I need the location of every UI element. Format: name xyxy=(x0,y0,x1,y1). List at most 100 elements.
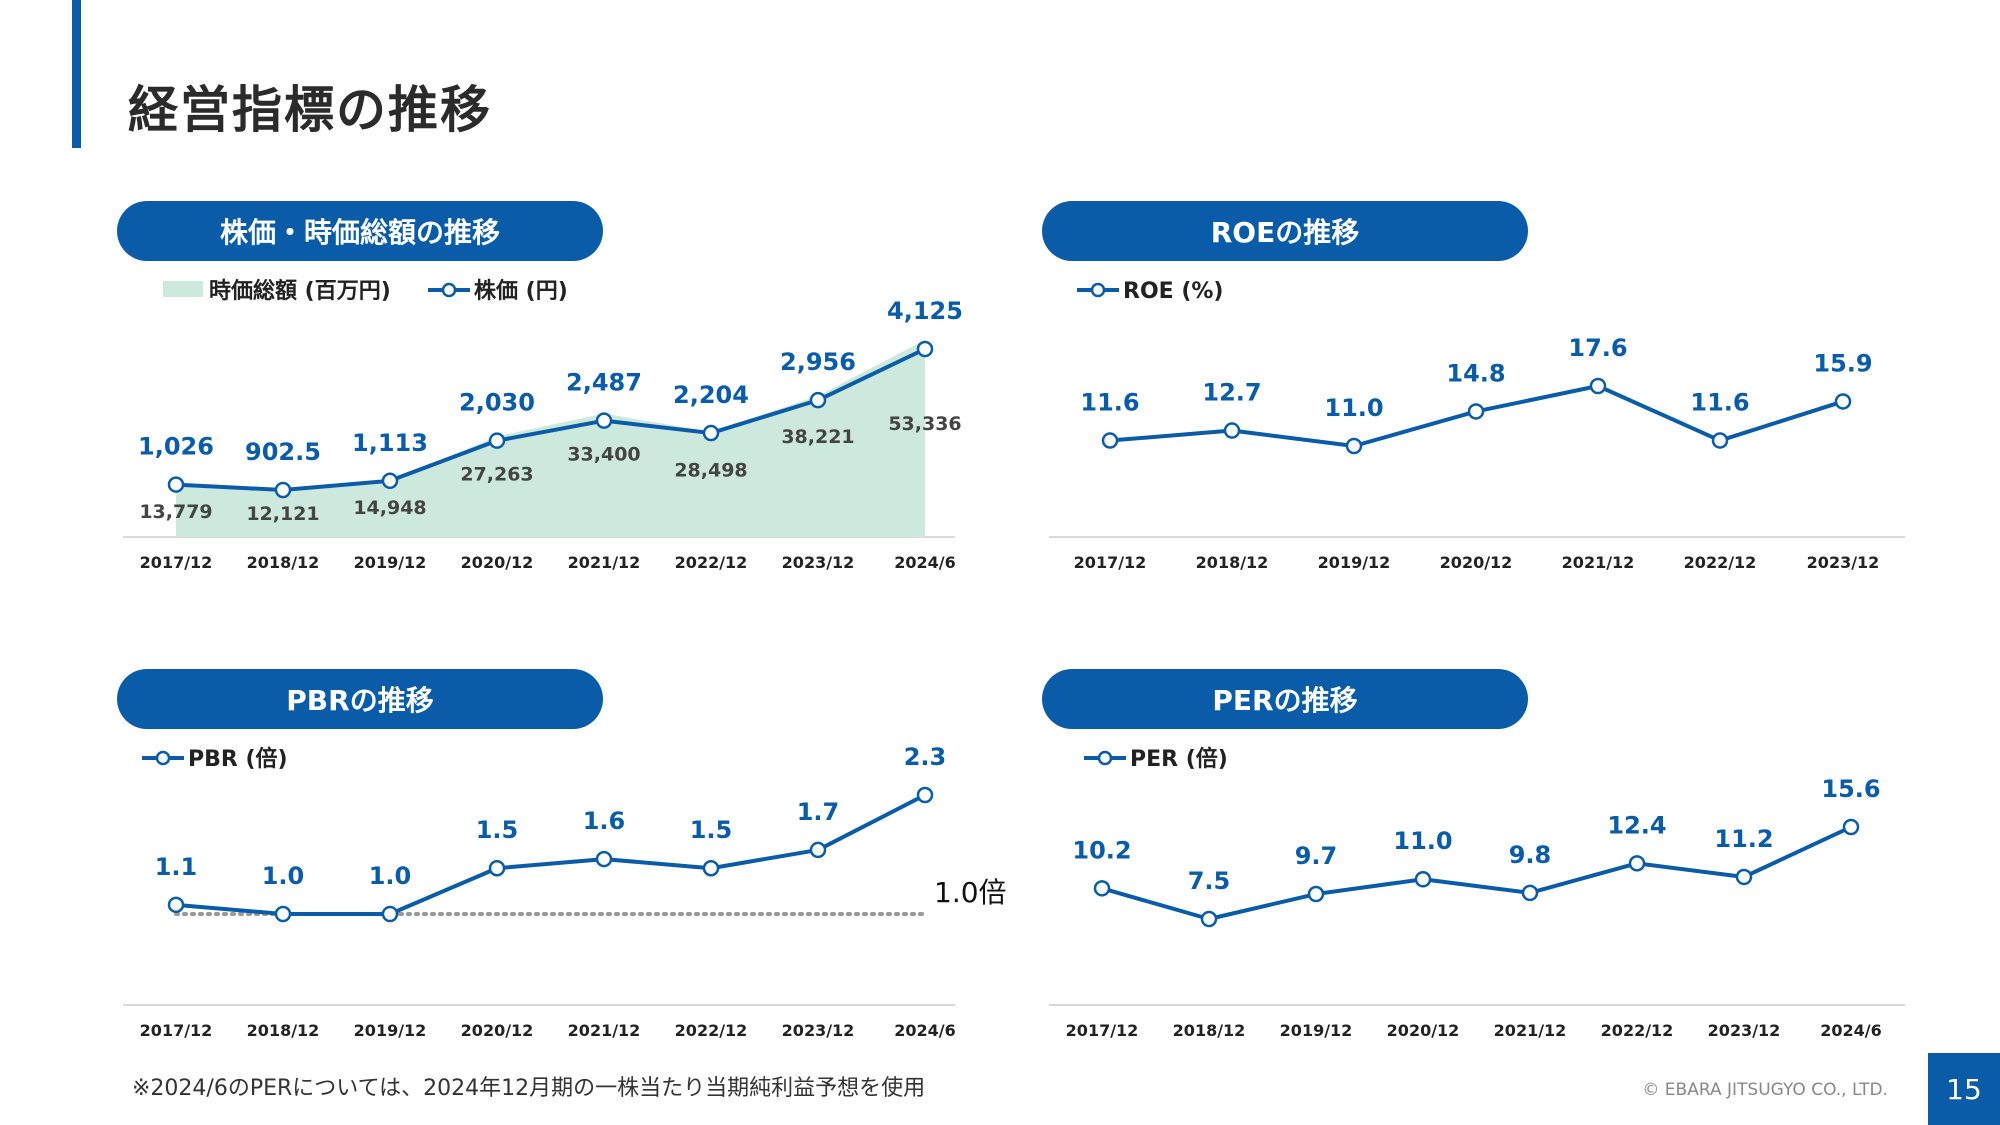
per-data-label: 12.4 xyxy=(1607,811,1666,839)
panel-title-pbr: PBRの推移 xyxy=(117,669,603,729)
stock-data-label: 902.5 xyxy=(245,438,321,466)
pbr-tick-label: 2017/12 xyxy=(140,1021,213,1040)
stock-data-point xyxy=(916,340,934,358)
roe-tick-label: 2021/12 xyxy=(1562,553,1635,572)
pbr-tick-label: 2018/12 xyxy=(247,1021,320,1040)
per-tick-label: 2021/12 xyxy=(1494,1021,1567,1040)
roe-legend-label: ROE (%) xyxy=(1123,279,1223,304)
pbr-data-point xyxy=(274,905,292,923)
per-data-point xyxy=(1414,870,1432,888)
roe-legend-marker xyxy=(1090,282,1106,298)
stock-tick-label: 2024/6 xyxy=(894,553,956,572)
pbr-line-series xyxy=(175,793,926,916)
stock-data-point xyxy=(702,424,720,442)
pbr-data-label: 1.5 xyxy=(476,816,519,844)
panel-title-per: PERの推移 xyxy=(1042,669,1528,729)
per-tick-label: 2017/12 xyxy=(1066,1021,1139,1040)
roe-tick-label: 2020/12 xyxy=(1440,553,1513,572)
pbr-data-point xyxy=(488,859,506,877)
pbr-data-point xyxy=(381,905,399,923)
stock-area-data-label: 53,336 xyxy=(888,413,961,435)
stock-legend-label: 株価 (円) xyxy=(474,279,568,304)
per-legend-marker xyxy=(1097,750,1113,766)
per-data-point xyxy=(1200,910,1218,928)
per-data-label: 10.2 xyxy=(1072,836,1131,864)
per-data-point xyxy=(1735,868,1753,886)
pbr-reference-label: 1.0倍 xyxy=(934,876,1007,909)
stock-tick-label: 2019/12 xyxy=(354,553,427,572)
per-data-point xyxy=(1307,885,1325,903)
footnote: ※2024/6のPERについては、2024年12月期の一株当たり当期純利益予想を… xyxy=(132,1076,926,1101)
roe-data-label: 11.6 xyxy=(1690,389,1749,417)
per-data-label: 11.2 xyxy=(1714,825,1773,853)
roe-data-point xyxy=(1834,393,1852,410)
per-tick-label: 2024/6 xyxy=(1820,1021,1882,1040)
pbr-tick-label: 2023/12 xyxy=(782,1021,855,1040)
per-tick-label: 2022/12 xyxy=(1601,1021,1674,1040)
roe-data-point xyxy=(1467,403,1485,420)
stock-legend-label: 時価総額 (百万円) xyxy=(209,278,391,304)
page-title: 経営指標の推移 xyxy=(128,81,492,139)
panel-title-stock: 株価・時価総額の推移 xyxy=(117,201,603,261)
pbr-data-point xyxy=(916,786,934,804)
roe-data-point xyxy=(1711,432,1729,449)
pbr-data-point xyxy=(702,859,720,877)
stock-tick-label: 2018/12 xyxy=(247,553,320,572)
stock-tick-label: 2021/12 xyxy=(568,553,641,572)
roe-data-label: 17.6 xyxy=(1568,334,1627,362)
roe-tick-label: 2017/12 xyxy=(1074,553,1147,572)
stock-area-data-label: 38,221 xyxy=(781,426,854,448)
stock-area-series xyxy=(176,340,925,537)
stock-data-point xyxy=(381,472,399,490)
pbr-data-label: 1.0 xyxy=(369,862,412,890)
roe-tick-label: 2022/12 xyxy=(1684,553,1757,572)
roe-data-label: 11.6 xyxy=(1080,389,1139,417)
stock-area-data-label: 12,121 xyxy=(246,503,319,525)
pbr-data-label: 1.5 xyxy=(690,816,733,844)
stock-data-label: 1,026 xyxy=(138,433,214,461)
stock-data-label: 1,113 xyxy=(352,429,428,457)
stock-tick-label: 2020/12 xyxy=(461,553,534,572)
roe-data-point xyxy=(1589,377,1607,395)
pbr-data-point xyxy=(809,841,827,859)
pbr-data-label: 1.0 xyxy=(262,862,305,890)
per-data-label: 11.0 xyxy=(1393,827,1452,855)
panel-title-roe: ROEの推移 xyxy=(1042,201,1528,261)
per-data-label: 15.6 xyxy=(1821,775,1880,803)
per-legend-label: PER (倍) xyxy=(1130,746,1228,772)
stock-line-series xyxy=(175,347,926,492)
pbr-legend-label: PBR (倍) xyxy=(188,746,288,772)
stock-data-label: 2,956 xyxy=(780,348,856,376)
per-line-series xyxy=(1101,825,1852,921)
stock-data-label: 2,204 xyxy=(673,381,749,409)
stock-data-label: 2,487 xyxy=(566,369,642,397)
roe-data-label: 15.9 xyxy=(1813,349,1872,377)
per-data-point xyxy=(1093,880,1111,897)
stock-area-data-label: 13,779 xyxy=(139,501,212,523)
stock-area-data-label: 14,948 xyxy=(353,497,426,519)
page-number: 15 xyxy=(1928,1053,2000,1125)
per-data-label: 9.8 xyxy=(1509,841,1552,869)
stock-data-point xyxy=(595,412,613,429)
pbr-legend-marker xyxy=(155,750,171,766)
per-data-point xyxy=(1628,855,1646,872)
stock-data-label: 4,125 xyxy=(887,297,963,325)
roe-data-label: 11.0 xyxy=(1324,394,1383,422)
stock-data-point xyxy=(274,481,292,499)
per-data-label: 9.7 xyxy=(1295,842,1338,870)
stock-tick-label: 2022/12 xyxy=(675,553,748,572)
stock-area-data-label: 27,263 xyxy=(460,463,533,485)
stock-data-label: 2,030 xyxy=(459,389,535,417)
stock-tick-label: 2023/12 xyxy=(782,553,855,572)
pbr-data-label: 1.6 xyxy=(583,807,626,835)
roe-tick-label: 2019/12 xyxy=(1318,553,1391,572)
per-data-point xyxy=(1842,818,1860,836)
per-tick-label: 2023/12 xyxy=(1708,1021,1781,1040)
stock-legend-marker xyxy=(441,282,457,298)
per-tick-label: 2020/12 xyxy=(1387,1021,1460,1040)
roe-data-point xyxy=(1223,422,1241,439)
stock-data-point xyxy=(809,391,827,409)
stock-area-data-label: 28,498 xyxy=(674,460,747,482)
pbr-tick-label: 2020/12 xyxy=(461,1021,534,1040)
